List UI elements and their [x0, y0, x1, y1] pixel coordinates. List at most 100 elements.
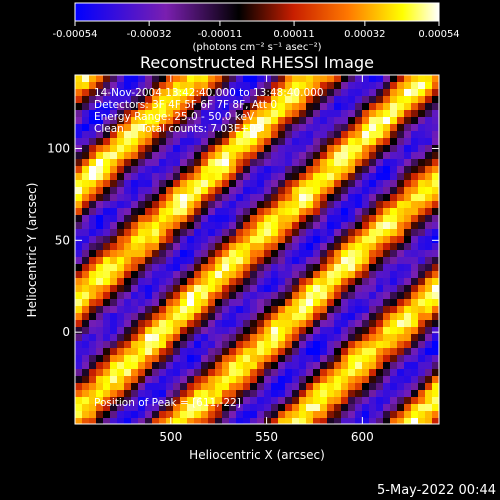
heatmap-cell: [96, 348, 104, 356]
heatmap-cell: [215, 390, 223, 398]
heatmap-cell: [432, 271, 440, 279]
heatmap-cell: [166, 278, 174, 286]
heatmap-cell: [75, 397, 83, 405]
heatmap-cell: [173, 180, 181, 188]
heatmap-cell: [82, 82, 90, 90]
heatmap-cell: [222, 152, 230, 160]
heatmap-cell: [390, 75, 398, 83]
heatmap-cell: [236, 173, 244, 181]
heatmap-cell: [397, 334, 405, 342]
heatmap-cell: [103, 103, 111, 111]
heatmap-cell: [369, 208, 377, 216]
heatmap-cell: [124, 124, 132, 132]
heatmap-cell: [271, 145, 279, 153]
heatmap-cell: [173, 201, 181, 209]
heatmap-cell: [166, 271, 174, 279]
heatmap-cell: [180, 117, 188, 125]
heatmap-cell: [173, 75, 181, 83]
heatmap-cell: [208, 390, 216, 398]
heatmap-cell: [320, 306, 328, 314]
heatmap-cell: [194, 222, 202, 230]
heatmap-cell: [285, 397, 293, 405]
heatmap-cell: [369, 250, 377, 258]
heatmap-cell: [376, 124, 384, 132]
heatmap-cell: [152, 236, 160, 244]
heatmap-cell: [299, 285, 307, 293]
heatmap-cell: [257, 82, 265, 90]
heatmap-cell: [152, 215, 160, 223]
heatmap-cell: [180, 355, 188, 363]
heatmap-cell: [341, 138, 349, 146]
heatmap-cell: [75, 75, 83, 83]
heatmap-cell: [285, 96, 293, 104]
heatmap-cell: [117, 201, 125, 209]
heatmap-cell: [425, 264, 433, 272]
heatmap-cell: [306, 341, 314, 349]
heatmap-cell: [159, 110, 167, 118]
heatmap-cell: [278, 348, 286, 356]
heatmap-cell: [397, 173, 405, 181]
heatmap-cell: [355, 418, 363, 425]
heatmap-cell: [117, 383, 125, 391]
heatmap-cell: [138, 334, 146, 342]
heatmap-cell: [355, 173, 363, 181]
heatmap-cell: [355, 152, 363, 160]
heatmap-cell: [194, 103, 202, 111]
heatmap-cell: [411, 306, 419, 314]
heatmap-cell: [75, 390, 83, 398]
heatmap-cell: [152, 222, 160, 230]
heatmap-cell: [306, 117, 314, 125]
heatmap-cell: [397, 117, 405, 125]
heatmap-cell: [250, 250, 258, 258]
heatmap-cell: [362, 271, 370, 279]
heatmap-cell: [327, 257, 335, 265]
heatmap-cell: [341, 334, 349, 342]
heatmap-cell: [201, 306, 209, 314]
heatmap-cell: [348, 201, 356, 209]
heatmap-cell: [383, 187, 391, 195]
heatmap-cell: [89, 222, 97, 230]
heatmap-cell: [432, 320, 440, 328]
heatmap-cell: [285, 180, 293, 188]
heatmap-cell: [257, 376, 265, 384]
heatmap-cell: [390, 376, 398, 384]
heatmap-cell: [271, 124, 279, 132]
heatmap-cell: [124, 166, 132, 174]
heatmap-cell: [313, 397, 321, 405]
heatmap-cell: [432, 299, 440, 307]
heatmap-cell: [383, 243, 391, 251]
heatmap-cell: [341, 362, 349, 370]
heatmap-cell: [194, 250, 202, 258]
heatmap-cell: [348, 138, 356, 146]
heatmap-cell: [285, 152, 293, 160]
heatmap-cell: [271, 411, 279, 419]
heatmap-cell: [222, 131, 230, 139]
heatmap-cell: [117, 348, 125, 356]
heatmap-cell: [103, 208, 111, 216]
heatmap-cell: [306, 145, 314, 153]
heatmap-cell: [313, 117, 321, 125]
heatmap-cell: [124, 411, 132, 419]
heatmap-cell: [425, 334, 433, 342]
heatmap-cell: [145, 348, 153, 356]
heatmap-cell: [348, 411, 356, 419]
heatmap-cell: [124, 194, 132, 202]
heatmap-cell: [362, 243, 370, 251]
heatmap-cell: [292, 348, 300, 356]
heatmap-cell: [348, 187, 356, 195]
heatmap-cell: [376, 285, 384, 293]
heatmap-cell: [397, 376, 405, 384]
heatmap-cell: [348, 96, 356, 104]
heatmap-cell: [159, 271, 167, 279]
heatmap-cell: [103, 257, 111, 265]
heatmap-cell: [117, 103, 125, 111]
heatmap-cell: [390, 229, 398, 237]
heatmap-cell: [152, 89, 160, 97]
heatmap-cell: [257, 145, 265, 153]
heatmap-cell: [271, 222, 279, 230]
heatmap-cell: [173, 208, 181, 216]
heatmap-cell: [138, 187, 146, 195]
heatmap-cell: [292, 75, 300, 83]
heatmap-cell: [285, 327, 293, 335]
heatmap-cell: [418, 117, 426, 125]
